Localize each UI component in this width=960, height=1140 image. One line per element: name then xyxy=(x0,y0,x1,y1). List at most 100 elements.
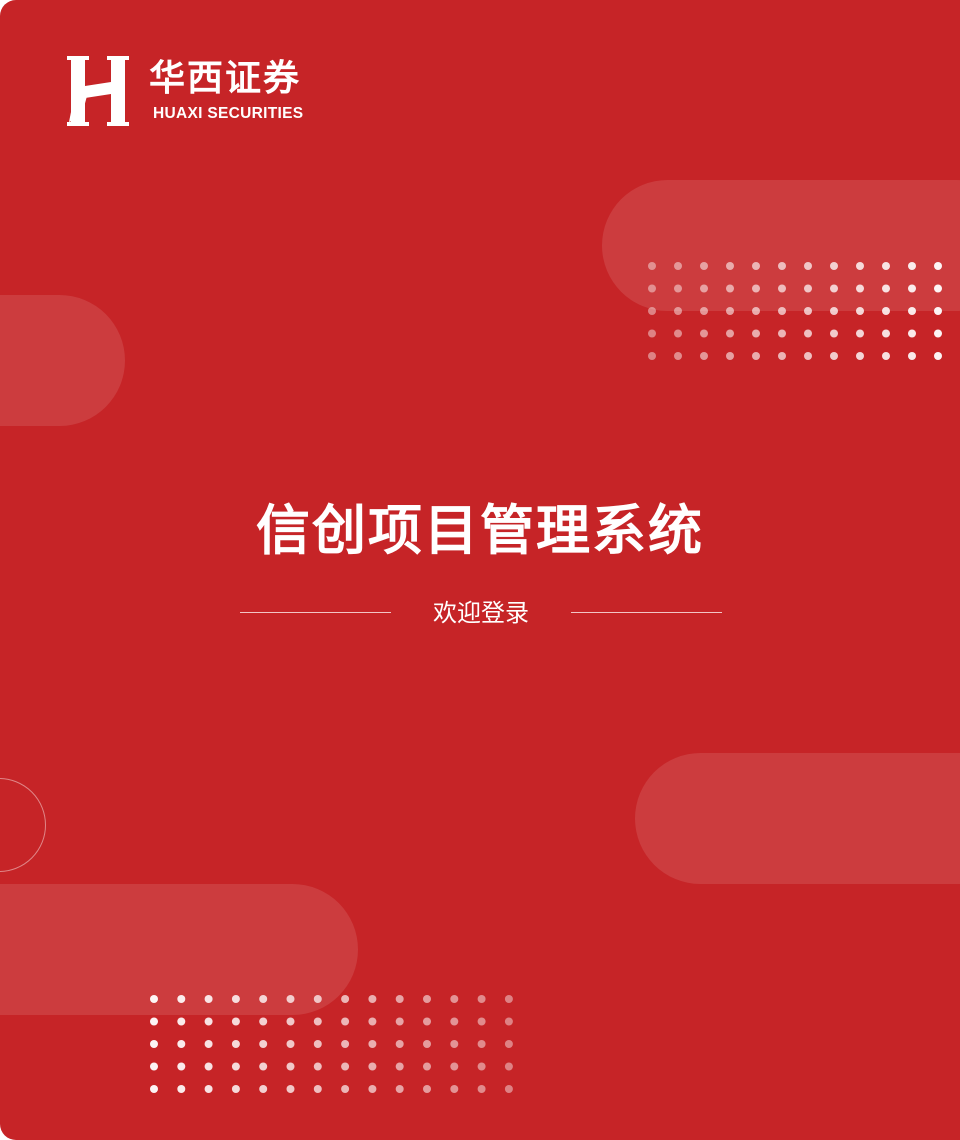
decorative-dot xyxy=(674,284,682,293)
decorative-dot xyxy=(395,1040,404,1048)
decorative-dot xyxy=(395,995,404,1003)
welcome-subtitle-row: 欢迎登录 xyxy=(240,596,722,630)
decorative-dot xyxy=(286,1017,295,1026)
decorative-dot xyxy=(934,352,942,360)
decorative-dot xyxy=(830,262,838,270)
decorative-pill-right xyxy=(635,753,960,884)
decorative-dot xyxy=(726,284,734,293)
decorative-dot xyxy=(313,1040,322,1048)
decorative-dot xyxy=(674,329,682,338)
decorative-dot xyxy=(341,1062,350,1071)
decorative-dot xyxy=(204,995,213,1003)
decorative-dot xyxy=(752,329,760,338)
decorative-dot xyxy=(830,284,838,293)
decorative-dot xyxy=(177,995,186,1003)
decorative-dot xyxy=(477,1040,486,1048)
decorative-dot xyxy=(395,1062,404,1071)
decorative-dot xyxy=(856,329,864,338)
decorative-dot xyxy=(450,1040,459,1048)
decorative-dot xyxy=(177,1062,186,1071)
decorative-dot xyxy=(908,307,916,315)
huaxi-h-logo-icon xyxy=(67,56,129,126)
decorative-dot xyxy=(726,307,734,315)
decorative-dot xyxy=(177,1040,186,1048)
decorative-dot xyxy=(150,1062,158,1071)
decorative-dot xyxy=(150,1040,158,1048)
decorative-dot xyxy=(856,307,864,315)
decorative-dot xyxy=(700,329,708,338)
decorative-dot xyxy=(504,995,513,1003)
decorative-dot xyxy=(934,284,942,293)
decorative-dot xyxy=(259,995,268,1003)
decorative-dot xyxy=(504,1062,513,1071)
system-title: 信创项目管理系统 xyxy=(256,499,704,562)
decorative-dot xyxy=(368,995,377,1003)
decorative-dot xyxy=(648,329,656,338)
decorative-dot xyxy=(259,1040,268,1048)
decorative-dot xyxy=(648,352,656,360)
decorative-dot xyxy=(882,329,890,338)
decorative-dot xyxy=(450,995,459,1003)
decorative-dot xyxy=(882,284,890,293)
brand-name-en: HUAXI SECURITIES xyxy=(153,105,304,122)
decorative-dot xyxy=(423,1017,431,1026)
decorative-dot xyxy=(231,995,240,1003)
decorative-dot xyxy=(313,1062,322,1071)
decorative-dot xyxy=(908,329,916,338)
decorative-dot xyxy=(150,1017,158,1026)
decorative-dot xyxy=(778,262,786,270)
decorative-dot xyxy=(286,995,295,1003)
decorative-dot xyxy=(908,262,916,270)
decorative-dot xyxy=(368,1040,377,1048)
decorative-dot xyxy=(341,1085,350,1093)
decorative-dot xyxy=(700,284,708,293)
decorative-dot xyxy=(341,1040,350,1048)
decorative-dot xyxy=(752,352,760,360)
decorative-dot xyxy=(368,1062,377,1071)
decorative-dot xyxy=(231,1062,240,1071)
welcome-subtitle: 欢迎登录 xyxy=(433,599,529,627)
brand-name-cn: 华西证券 xyxy=(149,57,302,99)
decorative-dot xyxy=(804,284,812,293)
decorative-dot xyxy=(674,307,682,315)
decorative-dot-grid-bottom-left xyxy=(150,995,513,1093)
decorative-dot xyxy=(204,1017,213,1026)
decorative-dot xyxy=(423,1085,431,1093)
decorative-dot xyxy=(804,307,812,315)
decorative-dot xyxy=(726,329,734,338)
decorative-dot xyxy=(674,352,682,360)
decorative-dot xyxy=(286,1040,295,1048)
decorative-dot xyxy=(804,262,812,270)
decorative-dot xyxy=(423,1040,431,1048)
decorative-dot xyxy=(830,307,838,315)
decorative-dot xyxy=(313,1017,322,1026)
decorative-dot xyxy=(395,1017,404,1026)
decorative-dot xyxy=(259,1017,268,1026)
decorative-dot xyxy=(477,1085,486,1093)
decorative-dot xyxy=(395,1085,404,1093)
decorative-dot xyxy=(204,1040,213,1048)
decorative-dot xyxy=(231,1017,240,1026)
decorative-dot xyxy=(882,352,890,360)
decorative-pill-bottom-left xyxy=(0,884,358,1015)
decorative-dot xyxy=(778,307,786,315)
decorative-dot xyxy=(450,1062,459,1071)
decorative-dot xyxy=(752,307,760,315)
decorative-dot xyxy=(726,262,734,270)
decorative-dot xyxy=(648,284,656,293)
decorative-dot xyxy=(204,1085,213,1093)
decorative-dot xyxy=(882,262,890,270)
subtitle-divider-right xyxy=(571,612,722,613)
decorative-dot xyxy=(450,1017,459,1026)
decorative-dot xyxy=(856,262,864,270)
decorative-dot xyxy=(908,352,916,360)
decorative-dot xyxy=(778,329,786,338)
decorative-dot xyxy=(752,284,760,293)
decorative-pill-left xyxy=(0,295,125,426)
decorative-dot xyxy=(700,262,708,270)
decorative-dot xyxy=(341,995,350,1003)
decorative-dot xyxy=(882,307,890,315)
decorative-dot xyxy=(286,1062,295,1071)
decorative-dot xyxy=(231,1085,240,1093)
